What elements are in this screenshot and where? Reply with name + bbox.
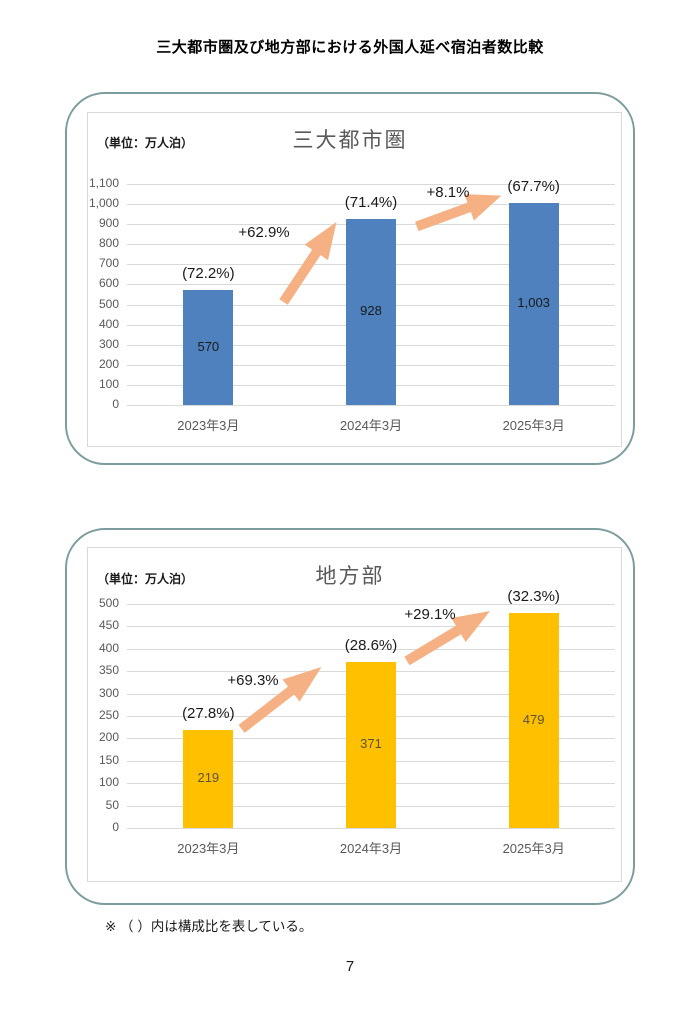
gridline xyxy=(127,604,615,605)
gridline xyxy=(127,626,615,628)
chart-card-metropolitan: （単位：万人泊） 三大都市圏 0 100 200 300 400 500 600 700 800… xyxy=(65,92,635,465)
x-axis-label: 2023年3月 xyxy=(177,841,240,856)
gridline xyxy=(127,828,615,829)
x-axis-label: 2025年3月 xyxy=(502,841,565,856)
bar xyxy=(346,218,396,405)
bar xyxy=(183,729,234,828)
y-axis-tick-label: 50 xyxy=(105,797,119,812)
plot-area: 0 50 100 150 200 250 300 350 400 450 500 219 (27.8%)… xyxy=(67,530,633,903)
y-axis-tick-label: 1,000 xyxy=(88,196,119,211)
share-label: (28.6%) xyxy=(344,636,398,654)
bar-value-label: 219 xyxy=(197,769,220,785)
bar xyxy=(183,290,234,405)
bar-value-label: 928 xyxy=(360,302,382,318)
y-axis-tick-label: 800 xyxy=(98,236,119,251)
share-label: (67.7%) xyxy=(507,178,560,196)
growth-arrow-icon xyxy=(404,611,491,666)
unit-label: （単位：万人泊） xyxy=(97,572,194,586)
bar xyxy=(508,203,559,405)
gridline xyxy=(127,184,615,185)
page-title: 三大都市圏及び地方部における外国人延べ宿泊者数比較 xyxy=(156,39,544,56)
y-axis-tick-label: 200 xyxy=(98,356,119,371)
y-axis-tick-label: 400 xyxy=(98,316,119,331)
x-axis-label: 2025年3月 xyxy=(502,418,565,433)
y-axis-tick-label: 450 xyxy=(98,618,119,633)
growth-arrow-icon xyxy=(415,194,502,232)
y-axis-tick-label: 100 xyxy=(98,376,119,391)
bar xyxy=(508,613,559,828)
y-axis-tick-label: 700 xyxy=(98,256,119,271)
chart-card-regional: （単位：万人泊） 地方部 0 50 100 150 200 250 300 350 400 450… xyxy=(65,528,635,905)
share-label: (32.3%) xyxy=(507,588,560,606)
y-axis-tick-label: 1,100 xyxy=(88,176,119,190)
growth-arrow-icon xyxy=(279,221,337,305)
bar-value-label: 570 xyxy=(197,338,220,354)
y-axis-tick-label: 150 xyxy=(98,752,119,767)
y-axis-tick-label: 900 xyxy=(98,216,119,231)
growth-rate-label: +69.3% xyxy=(227,672,279,689)
bar-value-label: 1,003 xyxy=(517,295,550,311)
y-axis-tick-label: 0 xyxy=(112,397,119,411)
page-number: 7 xyxy=(345,958,355,975)
x-axis-label: 2024年3月 xyxy=(339,841,403,856)
y-axis-tick-label: 250 xyxy=(98,708,119,722)
footnote: ※ （ ）内は構成比を表している。 xyxy=(105,919,313,934)
y-axis-tick-label: 500 xyxy=(98,296,119,311)
chart-title: 三大都市圏 xyxy=(292,129,408,152)
x-axis-label: 2024年3月 xyxy=(339,418,403,433)
gridline xyxy=(127,648,615,650)
y-axis-tick-label: 0 xyxy=(112,820,119,834)
y-axis-tick-label: 300 xyxy=(98,336,119,351)
bar xyxy=(346,661,396,828)
y-axis-tick-label: 200 xyxy=(98,730,119,745)
y-axis-tick-label: 500 xyxy=(98,596,119,610)
y-axis-tick-label: 100 xyxy=(98,775,119,790)
growth-rate-label: +29.1% xyxy=(404,606,456,623)
y-axis-tick-label: 300 xyxy=(98,685,119,700)
growth-rate-label: +62.9% xyxy=(238,224,290,241)
share-label: (27.8%) xyxy=(182,704,235,722)
unit-label: （単位：万人泊） xyxy=(97,136,194,150)
y-axis-tick-label: 350 xyxy=(98,663,119,678)
chart-title: 地方部 xyxy=(315,565,385,588)
x-axis-label: 2023年3月 xyxy=(177,418,240,433)
plot-area: 0 100 200 300 400 500 600 700 800 900 1,000 1,100 57… xyxy=(67,94,633,463)
growth-rate-label: +8.1% xyxy=(426,184,470,201)
share-label: (72.2%) xyxy=(182,265,235,283)
gridline xyxy=(127,204,615,206)
y-axis-tick-label: 400 xyxy=(98,640,119,655)
gridline xyxy=(127,405,615,406)
share-label: (71.4%) xyxy=(344,193,398,211)
y-axis-tick-label: 600 xyxy=(98,276,119,291)
bar-value-label: 479 xyxy=(522,711,545,727)
bar-value-label: 371 xyxy=(360,735,382,751)
growth-arrow-icon xyxy=(238,667,322,733)
